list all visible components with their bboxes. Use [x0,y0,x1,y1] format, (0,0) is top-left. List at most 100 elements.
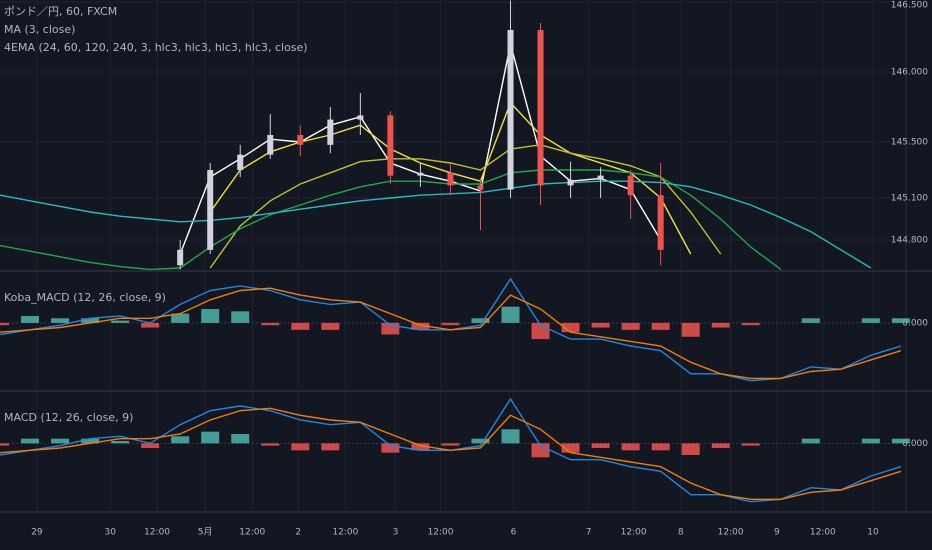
candle-body [387,115,394,176]
x-tick-label: 12:00 [332,528,358,538]
histogram-bar [291,322,310,330]
candle-body [357,115,364,120]
histogram-bar [81,438,100,444]
x-tick-label: 12:00 [810,528,836,538]
histogram-bar [21,315,40,323]
x-tick-label: 12:00 [239,528,265,538]
x-tick-label: 2 [295,528,301,538]
histogram-bar [471,318,490,323]
x-tick-label: 6 [511,528,517,538]
histogram-bar [891,438,910,444]
candle-body [477,185,484,190]
histogram-bar [711,443,730,448]
histogram-bar [0,443,9,446]
histogram-bar [411,443,430,451]
x-tick-label: 5月 [198,527,213,538]
candle-body [207,170,214,250]
x-tick-label: 12:00 [621,528,647,538]
histogram-bar [141,322,160,328]
histogram-bar [741,322,760,326]
histogram-bar [441,322,460,326]
indicator-label: MA (3, close) [4,23,75,36]
histogram-bar [861,438,880,444]
y-tick-label: 144.800 [891,236,928,246]
x-tick-label: 3 [393,528,399,538]
x-tick-label: 12:00 [428,528,454,538]
histogram-bar [81,318,100,323]
candle-body [237,154,244,171]
x-tick-label: 29 [31,528,43,538]
series-line [0,180,872,269]
histogram-bar [111,441,130,444]
histogram-bar [531,443,550,458]
histogram-bar [441,443,460,446]
y-tick-label: 146.000 [891,67,928,77]
histogram-bar [501,429,520,444]
histogram-bar [231,311,250,323]
series-line [0,287,902,380]
candle-body [417,172,424,176]
histogram-bar [321,322,340,330]
histogram-bar [111,320,130,323]
y-tick-label: 0.000 [902,318,928,328]
indicator-label: 4EMA (24, 60, 120, 240, 3, hlc3, hlc3, h… [4,41,308,54]
x-tick-label: 30 [104,528,116,538]
candle-body [537,29,544,186]
candle-body [297,135,304,145]
histogram-bar [141,443,160,448]
histogram-bar [381,443,400,453]
chart-title: ポンド／円, 60, FXCM [4,5,117,18]
histogram-bar [171,436,190,444]
x-tick-label: 8 [678,528,684,538]
y-tick-label: 0.000 [902,439,928,449]
histogram-bar [291,443,310,451]
series-line [209,144,722,269]
y-tick-label: 145.500 [891,138,928,148]
histogram-bar [321,443,340,451]
histogram-bar [261,322,280,326]
panel-title: Koba_MACD (12, 26, close, 9) [4,291,166,304]
histogram-bar [801,438,820,444]
histogram-bar [681,322,700,337]
y-tick-label: 145.100 [891,194,928,204]
histogram-bar [381,322,400,335]
histogram-bar [411,322,430,330]
candle-body [327,119,334,145]
histogram-bar [591,322,610,328]
histogram-bar [51,318,70,323]
histogram-bar [561,322,580,333]
candle-body [177,249,184,266]
x-tick-label: 9 [774,528,780,538]
y-tick-label: 146.500 [891,1,928,11]
histogram-bar [501,306,520,323]
histogram-bar [171,313,190,323]
histogram-bar [861,318,880,323]
histogram-bar [621,322,640,330]
histogram-bar [201,309,220,323]
histogram-bar [891,318,910,323]
histogram-bar [591,443,610,448]
candle-body [507,29,514,190]
series-line [0,407,902,500]
histogram-bar [201,431,220,444]
histogram-bar [651,322,670,330]
histogram-bar [471,438,490,444]
candle-body [567,179,574,186]
panel-title: MACD (12, 26, close, 9) [4,411,133,424]
histogram-bar [711,322,730,328]
candle-body [657,195,664,250]
histogram-bar [801,318,820,323]
histogram-bar [621,443,640,451]
x-tick-label: 12:00 [718,528,744,538]
histogram-bar [0,322,9,326]
histogram-bar [21,438,40,444]
candle-body [597,175,604,180]
histogram-bar [651,443,670,451]
histogram-bar [561,443,580,453]
histogram-bar [261,443,280,446]
histogram-bar [681,443,700,455]
histogram-bar [51,438,70,444]
histogram-bar [741,443,760,446]
